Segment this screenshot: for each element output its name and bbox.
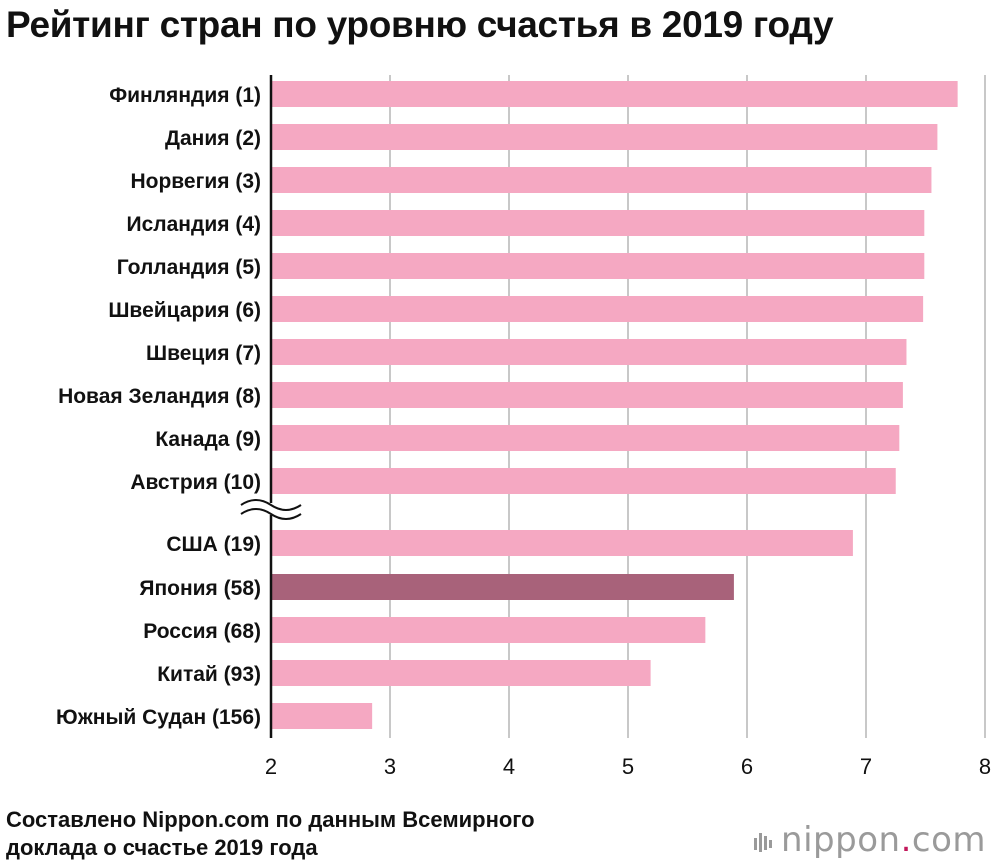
x-tick-label-7: 7 xyxy=(860,754,872,779)
bar-3 xyxy=(271,167,932,193)
axis-break-wave-top xyxy=(240,499,302,511)
category-label-3: Норвегия (3) xyxy=(130,170,261,193)
source-line-2: доклада о счастье 2019 года xyxy=(6,835,318,860)
bar-1 xyxy=(271,81,958,107)
source-note: Составлено Nippon.com по данным Всемирно… xyxy=(6,806,535,862)
category-label-8: Новая Зеландия (8) xyxy=(58,385,261,408)
category-label-1: Финляндия (1) xyxy=(109,84,261,107)
brand-name: nippon xyxy=(781,820,901,860)
x-tick-label-3: 3 xyxy=(384,754,396,779)
x-tick-label-2: 2 xyxy=(265,754,277,779)
brand-suffix: com xyxy=(911,820,986,860)
category-label-10: Австрия (10) xyxy=(130,471,261,494)
bar-13 xyxy=(271,617,706,643)
axis-break-wave-bottom xyxy=(240,508,302,520)
brand-dot: . xyxy=(900,820,912,860)
bar-10 xyxy=(271,468,896,494)
category-label-2: Дания (2) xyxy=(165,127,261,150)
bar-14 xyxy=(271,660,651,686)
category-label-15: Южный Судан (156) xyxy=(56,706,261,729)
x-tick-label-4: 4 xyxy=(503,754,515,779)
bar-8 xyxy=(271,382,903,408)
bar-4 xyxy=(271,210,925,236)
bar-7 xyxy=(271,339,907,365)
chart-title: Рейтинг стран по уровню счастья в 2019 г… xyxy=(6,4,834,45)
x-tick-label-6: 6 xyxy=(741,754,753,779)
category-label-14: Китай (93) xyxy=(157,663,261,686)
bar-5 xyxy=(271,253,925,279)
nippon-logo: nippon.com xyxy=(753,820,986,860)
bar-15 xyxy=(271,703,373,729)
source-line-1: Составлено Nippon.com по данным Всемирно… xyxy=(6,807,535,832)
category-label-5: Голландия (5) xyxy=(117,256,261,279)
category-label-13: Россия (68) xyxy=(143,620,261,643)
x-tick-label-5: 5 xyxy=(622,754,634,779)
nippon-logo-icon xyxy=(754,833,773,852)
bar-11 xyxy=(271,530,853,556)
category-label-9: Канада (9) xyxy=(155,428,261,451)
bar-chart: Финляндия (1) Дания (2) Норвегия (3) Исланд… xyxy=(56,75,991,779)
category-label-11: США (19) xyxy=(166,533,261,556)
category-label-7: Швеция (7) xyxy=(146,342,261,365)
category-label-12: Япония (58) xyxy=(139,577,261,600)
bar-12 xyxy=(271,574,734,600)
bar-9 xyxy=(271,425,900,451)
category-label-4: Исландия (4) xyxy=(127,213,261,236)
bar-6 xyxy=(271,296,924,322)
category-label-6: Швейцария (6) xyxy=(108,299,261,322)
bar-2 xyxy=(271,124,938,150)
x-tick-label-8: 8 xyxy=(979,754,991,779)
